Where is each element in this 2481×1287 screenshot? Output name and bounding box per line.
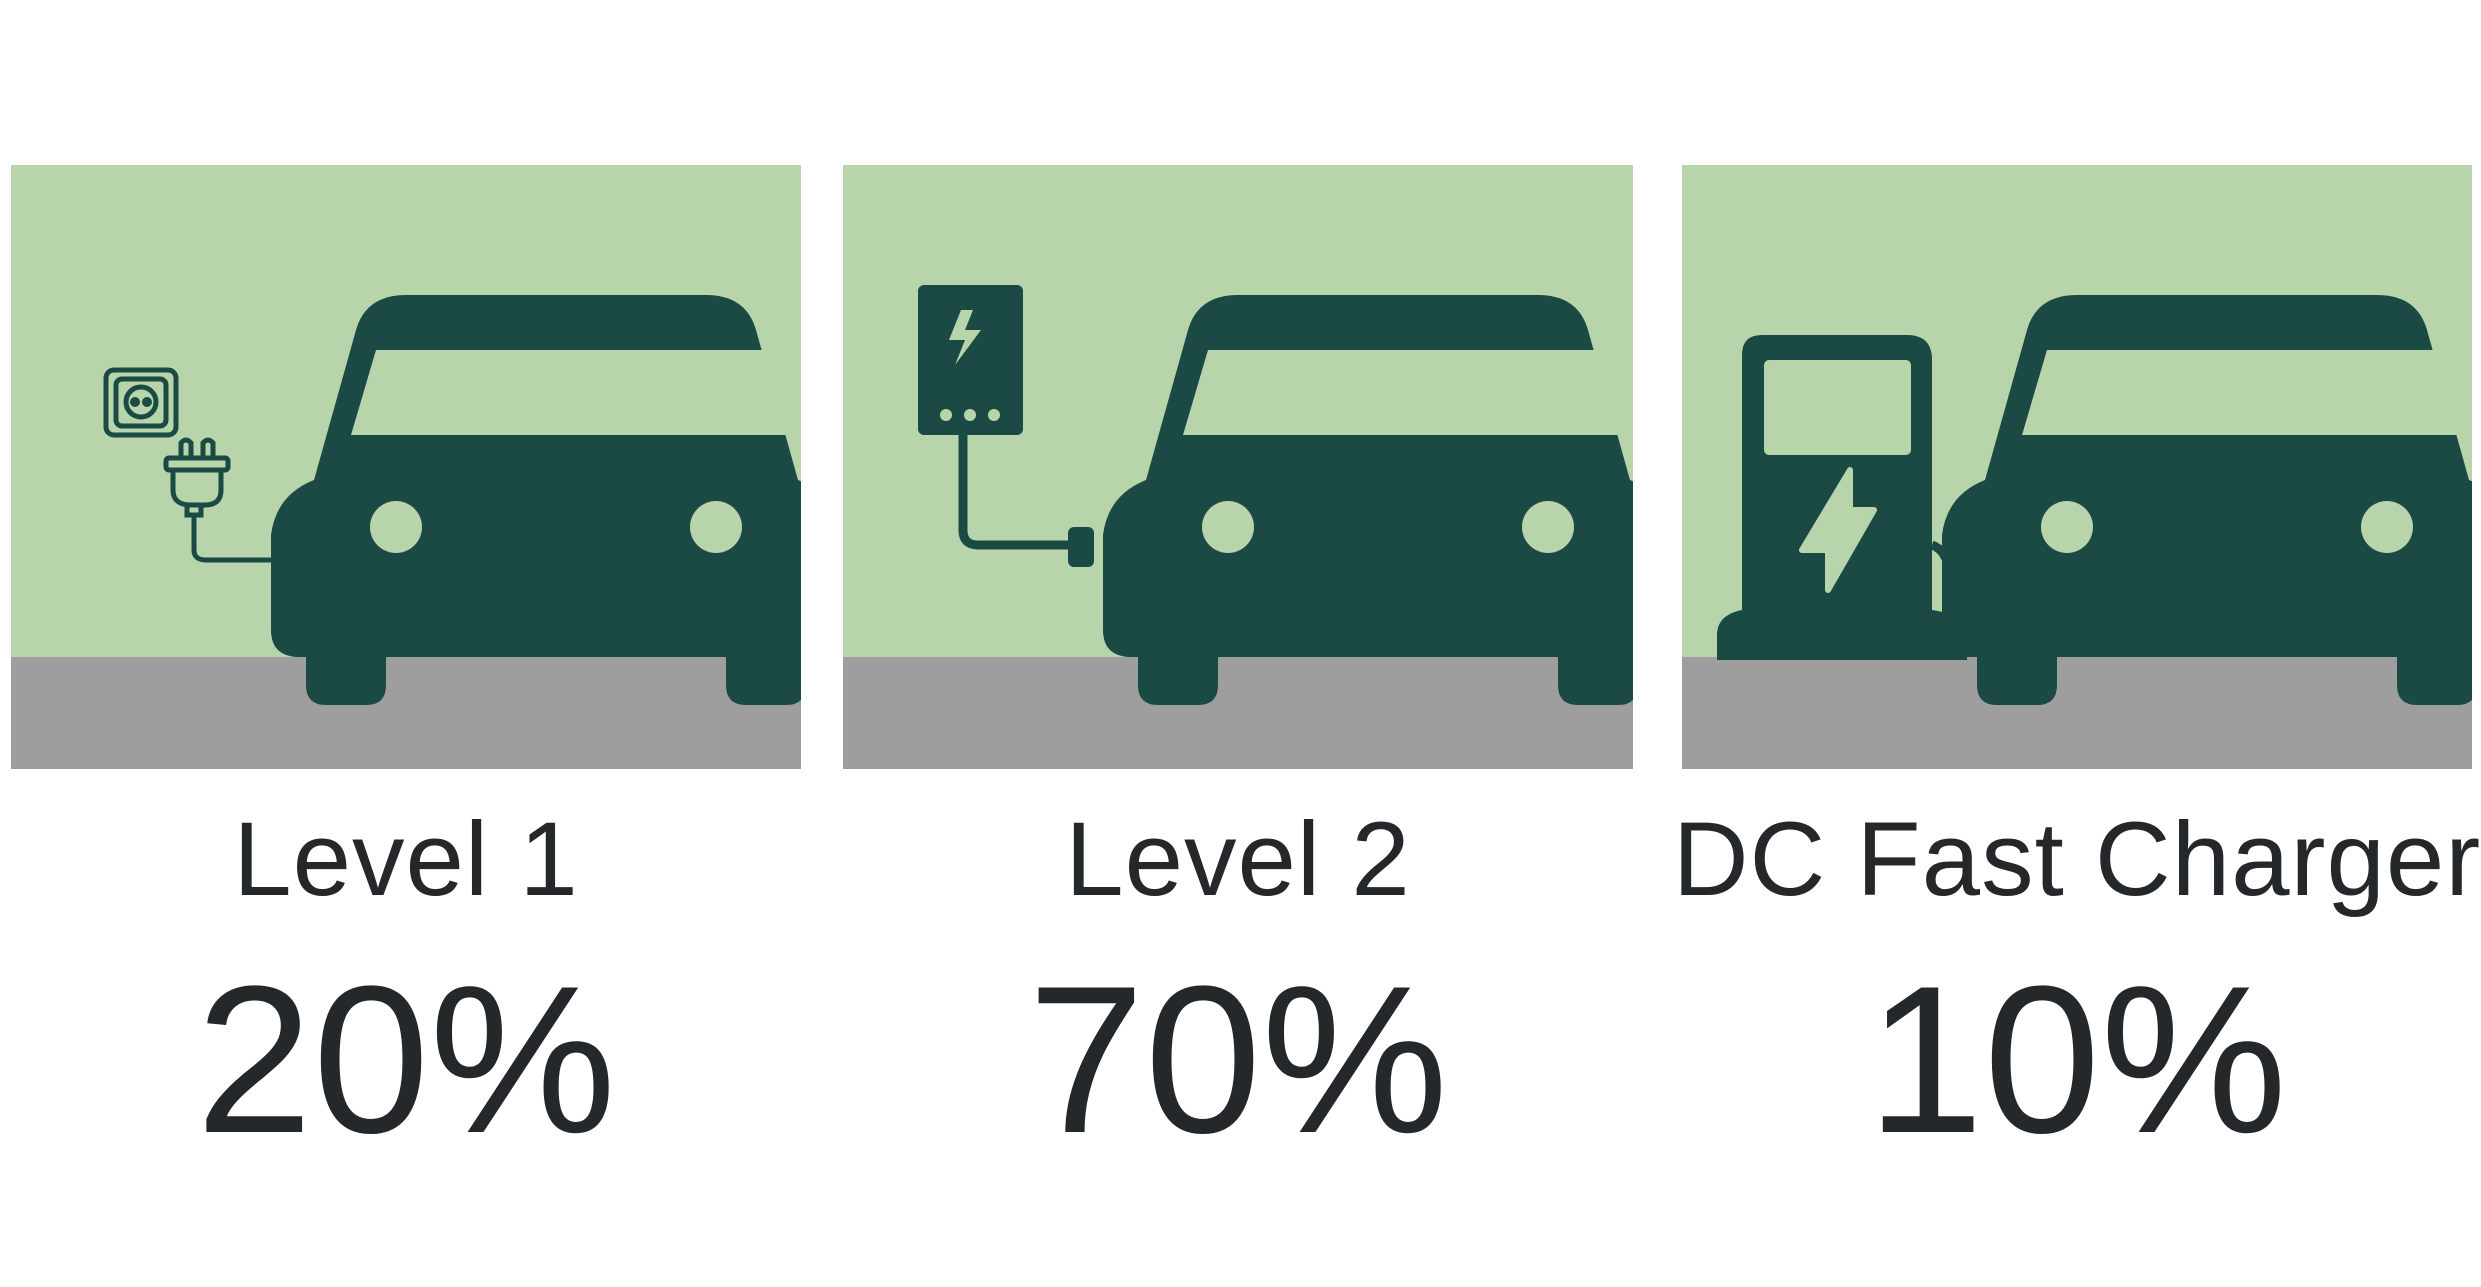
charger-card-dc-fast: DC Fast Charger 10%: [1673, 0, 2480, 1287]
level-1-illustration: [11, 165, 801, 769]
wall-charger-box-icon: [918, 285, 1094, 567]
wall-outlet-plug-icon: [103, 367, 281, 563]
charging-station-icon: [1717, 335, 1985, 660]
charger-type-label: Level 1: [233, 801, 579, 918]
charger-percentage: 20%: [195, 942, 617, 1177]
ground: [11, 657, 801, 769]
charger-type-label: DC Fast Charger: [1672, 801, 2481, 918]
charger-card-level-1: Level 1 20%: [11, 0, 801, 1287]
level-2-illustration: [843, 165, 1633, 769]
charger-card-level-2: Level 2 70%: [843, 0, 1633, 1287]
charger-percentage: 70%: [1027, 942, 1449, 1177]
charger-type-label: Level 2: [1065, 801, 1411, 918]
dc-fast-charger-illustration: [1682, 165, 2472, 769]
ground: [843, 657, 1633, 769]
charger-percentage: 10%: [1866, 942, 2288, 1177]
ground: [1682, 657, 2472, 769]
